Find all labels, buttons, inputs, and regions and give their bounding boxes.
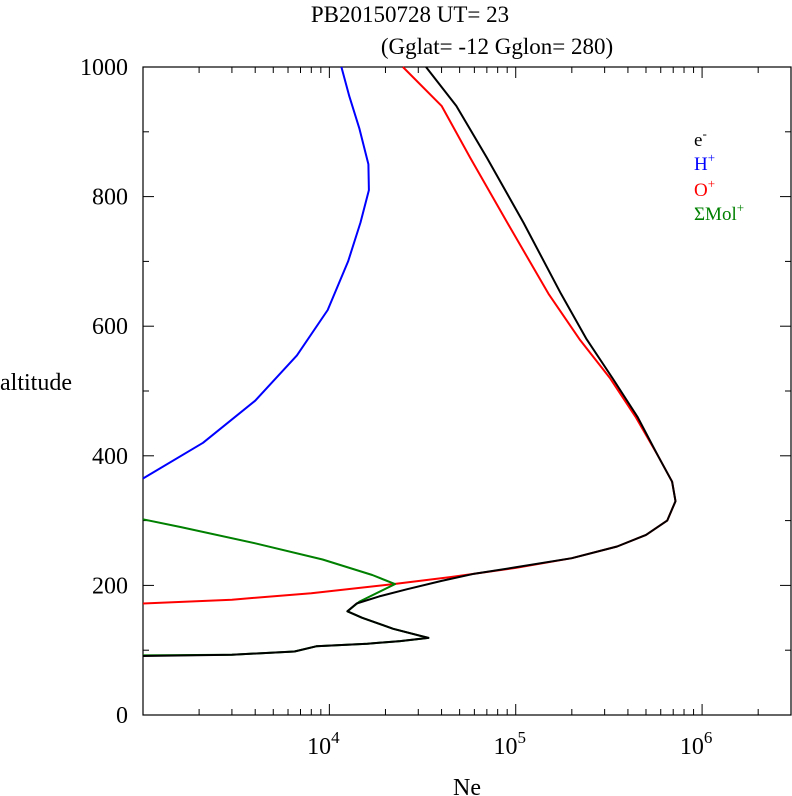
series-line-o [142, 66, 677, 605]
x-tick-label: 106 [680, 728, 713, 760]
legend-entry: O+ [694, 176, 715, 201]
legend-entry: ΣMol+ [694, 200, 744, 225]
y-axis-label: altitude [0, 370, 72, 396]
plot-area: 0 200 400 600 800 1000 104 105 106 [80, 55, 792, 760]
legend-entry: e- [694, 126, 707, 151]
chart-title-line2: (Gglat= -12 Gglon= 280) [381, 34, 613, 59]
legend: e-H+O+ΣMol+ [694, 126, 744, 225]
y-tick-label: 600 [92, 314, 128, 340]
y-tick-label: 1000 [80, 55, 128, 81]
series-line-h [142, 66, 370, 480]
series-line-e [142, 66, 677, 657]
chart-title-line1: PB20150728 UT= 23 [311, 2, 509, 27]
y-tick-label: 800 [92, 185, 128, 211]
legend-entry: H+ [694, 150, 715, 175]
y-tick-label: 400 [92, 444, 128, 470]
x-tick-label: 104 [307, 728, 340, 760]
series-line-mol [142, 518, 430, 657]
y-tick-label: 0 [116, 703, 128, 729]
y-tick-label: 200 [92, 573, 128, 599]
x-tick-label: 105 [493, 728, 526, 760]
x-axis-label: Ne [453, 775, 481, 796]
